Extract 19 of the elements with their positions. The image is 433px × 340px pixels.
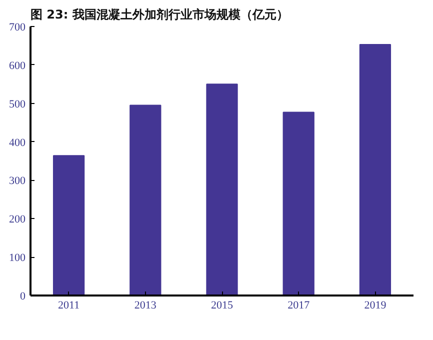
y-tick-label: 400: [9, 136, 26, 149]
x-tick-label: 2017: [288, 300, 310, 312]
bar: [130, 104, 162, 296]
chart-title: 图 23: 我国混凝土外加剂行业市场规模（亿元）: [30, 8, 288, 22]
x-tick-label: 2015: [211, 300, 234, 312]
x-tick-label: 2019: [364, 300, 387, 312]
bar: [52, 155, 85, 296]
x-tick-label: 2013: [134, 300, 157, 312]
bar: [206, 84, 238, 296]
y-tick-label: 300: [9, 175, 26, 188]
y-tick-label: 100: [9, 252, 26, 264]
y-tick-label: 0: [20, 290, 26, 302]
y-tick-label: 500: [9, 98, 26, 110]
x-tick-label: 2011: [58, 300, 80, 312]
y-tick-label: 600: [9, 60, 26, 72]
bar: [282, 112, 314, 296]
y-tick-label: 200: [9, 214, 26, 226]
bar: [359, 44, 392, 296]
y-tick-label: 700: [9, 22, 26, 34]
